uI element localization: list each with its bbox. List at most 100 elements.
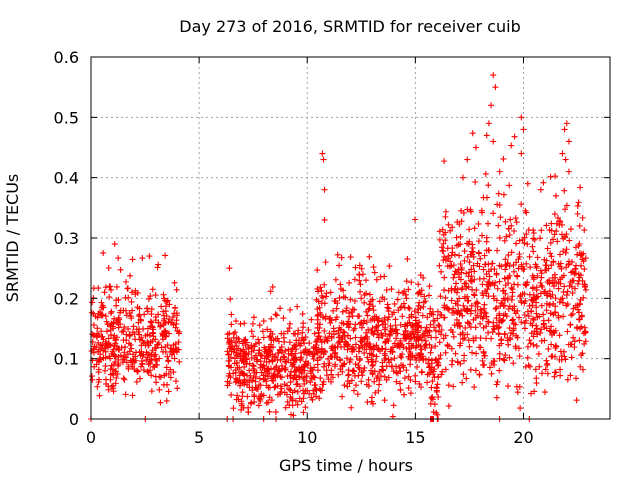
data-point (352, 321, 359, 328)
data-point (390, 368, 397, 375)
data-point (382, 346, 389, 353)
data-point (305, 326, 312, 333)
data-point (157, 323, 164, 330)
data-point (368, 346, 375, 353)
data-point (557, 260, 564, 267)
data-point (268, 315, 275, 322)
data-point (540, 179, 547, 186)
data-point (280, 330, 287, 337)
data-point (94, 325, 101, 332)
data-point (422, 341, 429, 348)
data-point (435, 373, 442, 380)
data-point (547, 310, 554, 317)
data-point (153, 345, 160, 352)
data-point (392, 316, 399, 323)
data-point (122, 391, 129, 398)
data-point (524, 180, 531, 187)
data-point (562, 206, 569, 213)
data-point (477, 306, 484, 313)
data-point (532, 295, 539, 302)
data-point (371, 269, 378, 276)
data-point (407, 349, 414, 356)
data-point (110, 346, 117, 353)
data-point (232, 367, 239, 374)
data-point (560, 248, 567, 255)
data-point (556, 356, 563, 363)
data-point (336, 334, 343, 341)
data-point (137, 363, 144, 370)
data-point (568, 312, 575, 319)
data-point (464, 206, 471, 213)
data-point (107, 310, 114, 317)
data-point (338, 254, 345, 261)
data-point (453, 289, 460, 296)
data-point (171, 355, 178, 362)
data-point (435, 322, 442, 329)
data-point (228, 311, 235, 318)
data-point (310, 355, 317, 362)
data-point (281, 354, 288, 361)
data-point (373, 276, 380, 283)
data-point (225, 363, 232, 370)
data-point (274, 391, 281, 398)
data-point (480, 275, 487, 282)
data-point (449, 245, 456, 252)
data-point (275, 338, 282, 345)
data-point (377, 348, 384, 355)
data-point (581, 227, 588, 234)
data-point (546, 277, 553, 284)
data-point (502, 218, 509, 225)
data-point (450, 274, 457, 281)
data-point (578, 312, 585, 319)
data-point (389, 363, 396, 370)
data-point (134, 368, 141, 375)
data-point (551, 353, 558, 360)
data-point (231, 346, 238, 353)
data-point (309, 351, 316, 358)
data-point (416, 335, 423, 342)
data-point (238, 400, 245, 407)
data-point (163, 364, 170, 371)
data-point (552, 192, 559, 199)
data-point (385, 305, 392, 312)
data-point (480, 266, 487, 273)
data-point (364, 354, 371, 361)
data-point (580, 330, 587, 337)
data-point (449, 357, 456, 364)
data-point (302, 404, 309, 411)
data-point (501, 237, 508, 244)
data-point (390, 402, 397, 409)
data-point (257, 351, 264, 358)
data-point (368, 394, 375, 401)
data-point (365, 358, 372, 365)
data-point (341, 343, 348, 350)
data-point (327, 319, 334, 326)
data-point (527, 340, 534, 347)
data-point (158, 344, 165, 351)
data-point (106, 294, 113, 301)
data-point (393, 369, 400, 376)
data-point (579, 277, 586, 284)
data-point (166, 301, 173, 308)
data-point (361, 364, 368, 371)
data-point (481, 252, 488, 259)
data-point (227, 354, 234, 361)
data-point (572, 375, 579, 382)
data-point (485, 182, 492, 189)
data-point (130, 323, 137, 330)
data-point (482, 261, 489, 268)
data-point (495, 222, 502, 229)
data-point (347, 254, 354, 261)
data-point (513, 219, 520, 226)
data-point (491, 361, 498, 368)
data-point (500, 155, 507, 162)
data-point (528, 390, 535, 397)
data-point (505, 225, 512, 232)
data-point (566, 258, 573, 265)
data-point (471, 384, 478, 391)
data-point (518, 150, 525, 157)
data-point (365, 376, 372, 383)
data-point (557, 366, 564, 373)
data-point (435, 361, 442, 368)
data-point (421, 293, 428, 300)
